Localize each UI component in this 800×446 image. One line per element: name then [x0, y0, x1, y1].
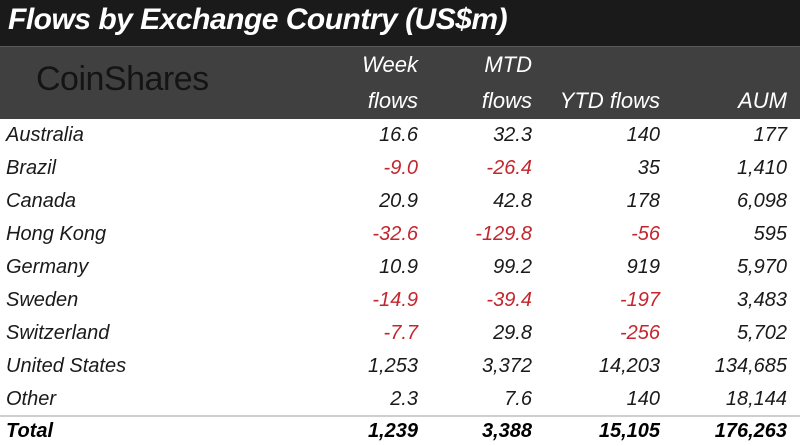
cell-country: United States: [6, 355, 127, 377]
header-week-line1: Week: [362, 52, 418, 77]
cell-week-flows: 1,253: [367, 355, 418, 377]
coinshares-logo: CoinShares: [36, 60, 209, 98]
table-header: CoinShares Week flows MTD flows YTD flow…: [0, 47, 800, 119]
total-aum: 176,263: [714, 420, 787, 442]
cell-week-flows: -32.6: [372, 223, 418, 245]
cell-ytd-flows: -56: [631, 223, 660, 245]
total-divider: [0, 415, 800, 417]
cell-country: Switzerland: [6, 322, 110, 344]
cell-week-flows: -9.0: [383, 157, 418, 179]
table-row: Canada 20.9 42.8 178 6,098: [0, 185, 800, 218]
cell-week-flows: 20.9: [379, 190, 418, 212]
table-row: Australia 16.6 32.3 140 177: [0, 119, 800, 152]
cell-week-flows: 2.3: [390, 388, 418, 410]
table-body: Australia 16.6 32.3 140 177 Brazil -9.0 -26.4 35…: [0, 119, 800, 416]
cell-week-flows: 10.9: [379, 256, 418, 278]
cell-ytd-flows: 35: [637, 157, 660, 179]
header-mtd-line1: MTD: [484, 52, 532, 77]
total-row: Total 1,239 3,388 15,105 176,263: [0, 417, 800, 446]
cell-ytd-flows: 140: [626, 124, 660, 146]
cell-aum: 595: [753, 223, 787, 245]
total-mtd: 3,388: [481, 420, 532, 442]
total-ytd: 15,105: [598, 420, 660, 442]
table-row: Sweden -14.9 -39.4 -197 3,483: [0, 284, 800, 317]
cell-country: Hong Kong: [6, 223, 107, 245]
table-row: Germany 10.9 99.2 919 5,970: [0, 251, 800, 284]
cell-week-flows: -14.9: [372, 289, 418, 311]
cell-mtd-flows: -26.4: [486, 157, 532, 179]
cell-country: Canada: [6, 190, 77, 212]
cell-mtd-flows: 42.8: [493, 190, 532, 212]
table-row: Brazil -9.0 -26.4 35 1,410: [0, 152, 800, 185]
cell-ytd-flows: 178: [626, 190, 660, 212]
header-mtd-line2: flows: [481, 88, 532, 113]
cell-week-flows: 16.6: [379, 124, 418, 146]
cell-aum: 6,098: [736, 190, 787, 212]
total-week: 1,239: [367, 420, 418, 442]
cell-aum: 3,483: [736, 289, 787, 311]
cell-country: Other: [6, 388, 57, 410]
table-row: Other 2.3 7.6 140 18,144: [0, 383, 800, 416]
total-label: Total: [6, 420, 54, 442]
cell-ytd-flows: 14,203: [598, 355, 660, 377]
cell-mtd-flows: -39.4: [486, 289, 532, 311]
header-aum: AUM: [738, 88, 787, 113]
cell-mtd-flows: 29.8: [493, 322, 532, 344]
cell-country: Germany: [6, 256, 89, 278]
header-week-line2: flows: [367, 88, 418, 113]
header-ytd: YTD flows: [559, 88, 660, 113]
cell-mtd-flows: 3,372: [481, 355, 532, 377]
chart-title: Flows by Exchange Country (US$m): [8, 3, 508, 36]
cell-ytd-flows: 919: [626, 256, 660, 278]
cell-aum: 18,144: [725, 388, 787, 410]
cell-mtd-flows: 99.2: [493, 256, 532, 278]
cell-ytd-flows: 140: [626, 388, 660, 410]
cell-mtd-flows: 7.6: [504, 388, 532, 410]
cell-aum: 1,410: [736, 157, 787, 179]
cell-mtd-flows: 32.3: [493, 124, 532, 146]
title-bar: Flows by Exchange Country (US$m): [0, 0, 800, 47]
cell-country: Sweden: [6, 289, 79, 311]
cell-country: Australia: [6, 124, 84, 146]
cell-ytd-flows: -256: [619, 322, 660, 344]
cell-mtd-flows: -129.8: [475, 223, 532, 245]
table-row: United States 1,253 3,372 14,203 134,685: [0, 350, 800, 383]
table-row: Switzerland -7.7 29.8 -256 5,702: [0, 317, 800, 350]
cell-aum: 177: [753, 124, 787, 146]
cell-aum: 5,702: [736, 322, 787, 344]
cell-ytd-flows: -197: [619, 289, 660, 311]
cell-week-flows: -7.7: [383, 322, 418, 344]
cell-country: Brazil: [6, 157, 57, 179]
table-row: Hong Kong -32.6 -129.8 -56 595: [0, 218, 800, 251]
cell-aum: 134,685: [714, 355, 787, 377]
cell-aum: 5,970: [736, 256, 787, 278]
